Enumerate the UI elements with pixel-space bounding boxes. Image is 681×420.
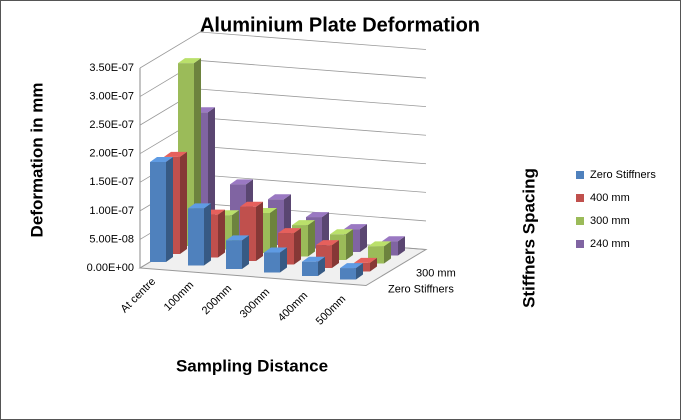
bar-top (330, 229, 353, 235)
bar-side (256, 201, 263, 261)
bar-top (302, 256, 325, 262)
bar-side (332, 240, 339, 268)
y-tick-label: 1.50E-07 (89, 176, 134, 188)
bar-top (226, 235, 249, 241)
bar-top (340, 263, 363, 269)
bar-side (356, 263, 363, 280)
depth-tick-label: Zero Stiffners (388, 283, 454, 295)
y-axis-title: Deformation in mm (27, 83, 46, 238)
legend-label: 400 mm (590, 192, 630, 204)
bar-side (242, 235, 249, 269)
legend-swatch (576, 217, 584, 225)
y-tick-label: 0.00E+00 (87, 262, 134, 274)
y-tick-label: 3.00E-07 (89, 90, 134, 102)
depth-tick-label: 300 mm (416, 267, 456, 279)
bar (264, 252, 280, 273)
bar-top (268, 194, 291, 200)
bar (302, 261, 318, 276)
bar-top (354, 257, 377, 263)
bar-top (164, 151, 187, 157)
bar (340, 268, 356, 280)
bar (150, 162, 166, 262)
legend-swatch (576, 171, 584, 179)
bar-top (240, 201, 263, 207)
bar-side (370, 257, 377, 272)
bar-top (278, 228, 301, 234)
bar-side (180, 151, 187, 254)
bar-side (218, 209, 225, 258)
bar-top (316, 240, 339, 246)
legend-title: Stiffners Spacing (519, 168, 538, 308)
bar-top (230, 179, 253, 185)
bar-side (280, 247, 287, 273)
bar (188, 208, 204, 266)
bar-side (318, 256, 325, 276)
chart-title: Aluminium Plate Deformation (200, 14, 480, 36)
bar-side (204, 203, 211, 266)
bar-side (384, 241, 391, 264)
legend-label: Zero Stiffners (590, 169, 656, 181)
grid-line (139, 31, 427, 69)
bar (226, 240, 242, 269)
legend-label: 240 mm (590, 238, 630, 250)
y-tick-label: 3.50E-07 (89, 62, 134, 74)
bar-top (188, 203, 211, 209)
bar-top (368, 241, 391, 247)
bar-top (306, 212, 329, 218)
y-tick-label: 5.00E-08 (89, 233, 134, 245)
bar-side (398, 236, 405, 256)
bar-top (178, 58, 201, 64)
legend-label: 300 mm (590, 215, 630, 227)
bar-side (346, 229, 353, 260)
y-tick-label: 2.50E-07 (89, 119, 134, 131)
bar-side (322, 212, 329, 249)
bar-side (360, 224, 367, 252)
bar-side (294, 228, 301, 265)
x-axis-title: Sampling Distance (176, 356, 328, 375)
bar-side (166, 157, 173, 262)
bar-top (344, 224, 367, 230)
bar-top (264, 247, 287, 253)
y-tick-label: 2.00E-07 (89, 148, 134, 160)
legend-swatch (576, 240, 584, 248)
bar-side (194, 58, 201, 247)
legend-swatch (576, 194, 584, 202)
bar-top (292, 220, 315, 226)
bar-side (308, 220, 315, 257)
y-tick-label: 1.00E-07 (89, 205, 134, 217)
bar-top (382, 236, 405, 242)
bar-side (270, 208, 277, 253)
bar-top (150, 157, 173, 162)
